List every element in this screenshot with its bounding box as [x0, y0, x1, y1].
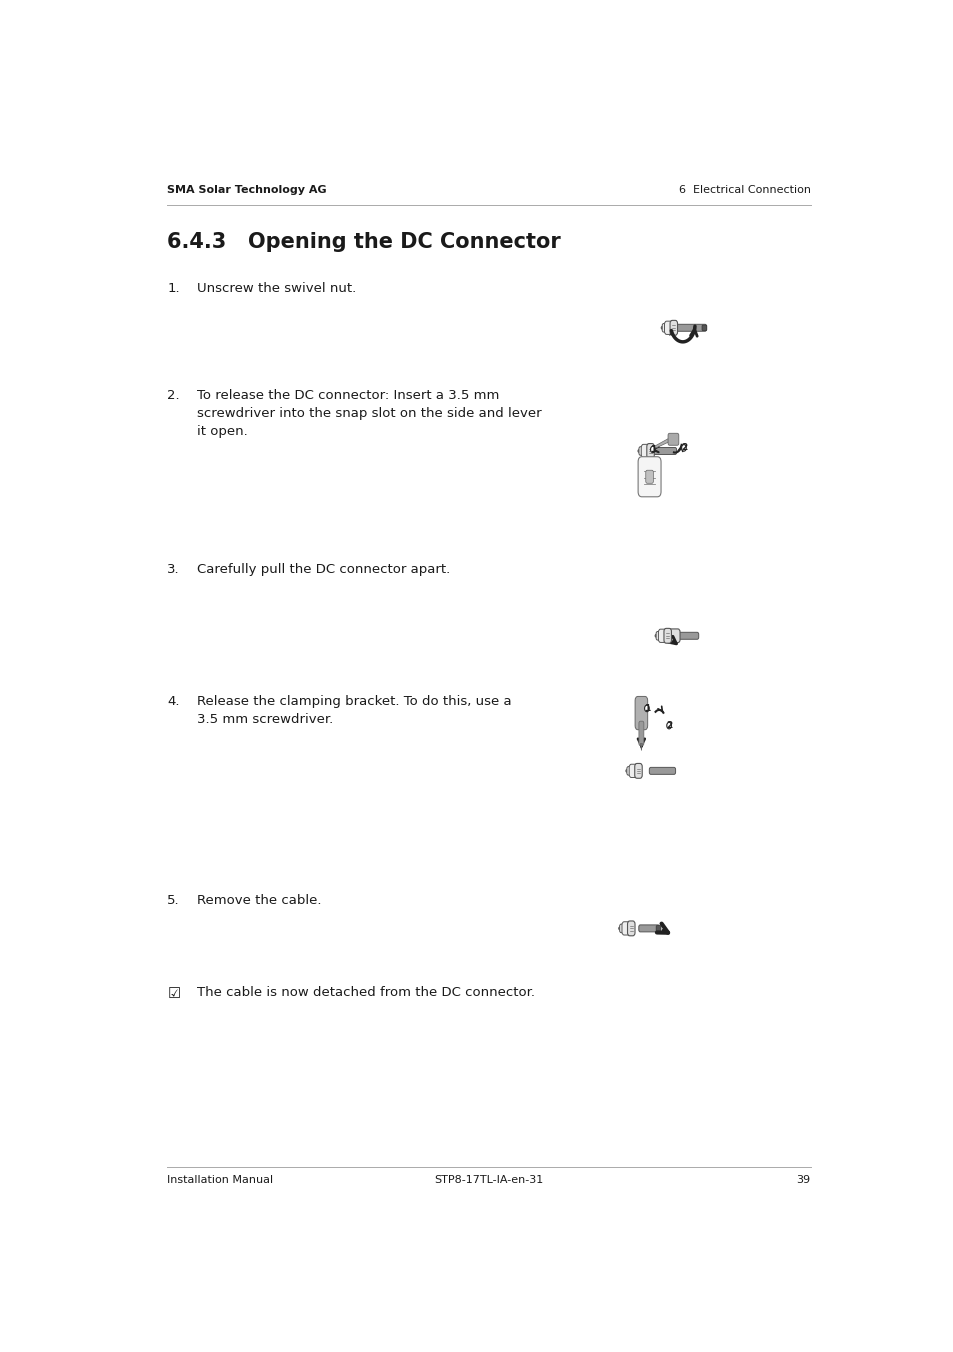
FancyBboxPatch shape	[676, 633, 698, 639]
Ellipse shape	[618, 927, 620, 930]
FancyBboxPatch shape	[639, 446, 644, 456]
FancyBboxPatch shape	[627, 921, 635, 936]
Circle shape	[650, 446, 655, 453]
Text: 1: 1	[643, 704, 649, 713]
Circle shape	[666, 722, 671, 729]
Text: 2.: 2.	[167, 389, 180, 403]
Ellipse shape	[638, 450, 639, 453]
Text: 2: 2	[665, 721, 672, 730]
Text: Carefully pull the DC connector apart.: Carefully pull the DC connector apart.	[196, 562, 450, 576]
Text: The cable is now detached from the DC connector.: The cable is now detached from the DC co…	[196, 986, 535, 999]
FancyBboxPatch shape	[640, 445, 651, 457]
FancyBboxPatch shape	[652, 448, 676, 454]
FancyBboxPatch shape	[656, 631, 661, 639]
FancyBboxPatch shape	[626, 767, 632, 775]
Text: SMA Solar Technology AG: SMA Solar Technology AG	[167, 185, 327, 195]
FancyBboxPatch shape	[663, 629, 671, 644]
Circle shape	[680, 445, 685, 452]
Ellipse shape	[655, 634, 657, 637]
FancyBboxPatch shape	[635, 696, 647, 730]
Circle shape	[644, 706, 649, 711]
FancyBboxPatch shape	[661, 323, 667, 333]
FancyBboxPatch shape	[667, 433, 679, 445]
Polygon shape	[650, 435, 675, 450]
Text: Unscrew the swivel nut.: Unscrew the swivel nut.	[196, 283, 355, 295]
FancyBboxPatch shape	[658, 629, 668, 642]
FancyBboxPatch shape	[634, 764, 641, 779]
FancyBboxPatch shape	[669, 320, 677, 335]
Text: 6  Electrical Connection: 6 Electrical Connection	[678, 185, 810, 195]
FancyBboxPatch shape	[619, 925, 625, 933]
Text: 39: 39	[796, 1175, 810, 1184]
FancyBboxPatch shape	[629, 764, 639, 777]
Text: 6.4.3   Opening the DC Connector: 6.4.3 Opening the DC Connector	[167, 231, 560, 251]
Ellipse shape	[660, 326, 662, 329]
Text: 1: 1	[649, 445, 656, 454]
FancyBboxPatch shape	[621, 922, 631, 936]
FancyBboxPatch shape	[656, 926, 660, 932]
Text: STP8-17TL-IA-en-31: STP8-17TL-IA-en-31	[434, 1175, 543, 1184]
Text: Release the clamping bracket. To do this, use a
3.5 mm screwdriver.: Release the clamping bracket. To do this…	[196, 695, 511, 726]
Polygon shape	[639, 744, 641, 750]
Text: To release the DC connector: Insert a 3.5 mm
screwdriver into the snap slot on t: To release the DC connector: Insert a 3.…	[196, 389, 540, 438]
FancyBboxPatch shape	[701, 324, 706, 330]
FancyBboxPatch shape	[639, 925, 659, 932]
FancyBboxPatch shape	[649, 768, 675, 775]
Text: 1.: 1.	[167, 283, 180, 295]
Text: 2: 2	[680, 443, 686, 453]
Text: Installation Manual: Installation Manual	[167, 1175, 274, 1184]
FancyBboxPatch shape	[645, 470, 653, 483]
FancyBboxPatch shape	[664, 322, 674, 334]
FancyBboxPatch shape	[638, 457, 660, 496]
Text: Remove the cable.: Remove the cable.	[196, 894, 321, 907]
Text: 5.: 5.	[167, 894, 180, 907]
Text: 3.: 3.	[167, 562, 180, 576]
FancyBboxPatch shape	[666, 629, 679, 642]
FancyBboxPatch shape	[639, 721, 643, 745]
Text: 4.: 4.	[167, 695, 179, 708]
FancyBboxPatch shape	[675, 324, 706, 331]
FancyBboxPatch shape	[646, 443, 654, 458]
Ellipse shape	[625, 769, 627, 772]
Text: ☑: ☑	[167, 986, 180, 1000]
